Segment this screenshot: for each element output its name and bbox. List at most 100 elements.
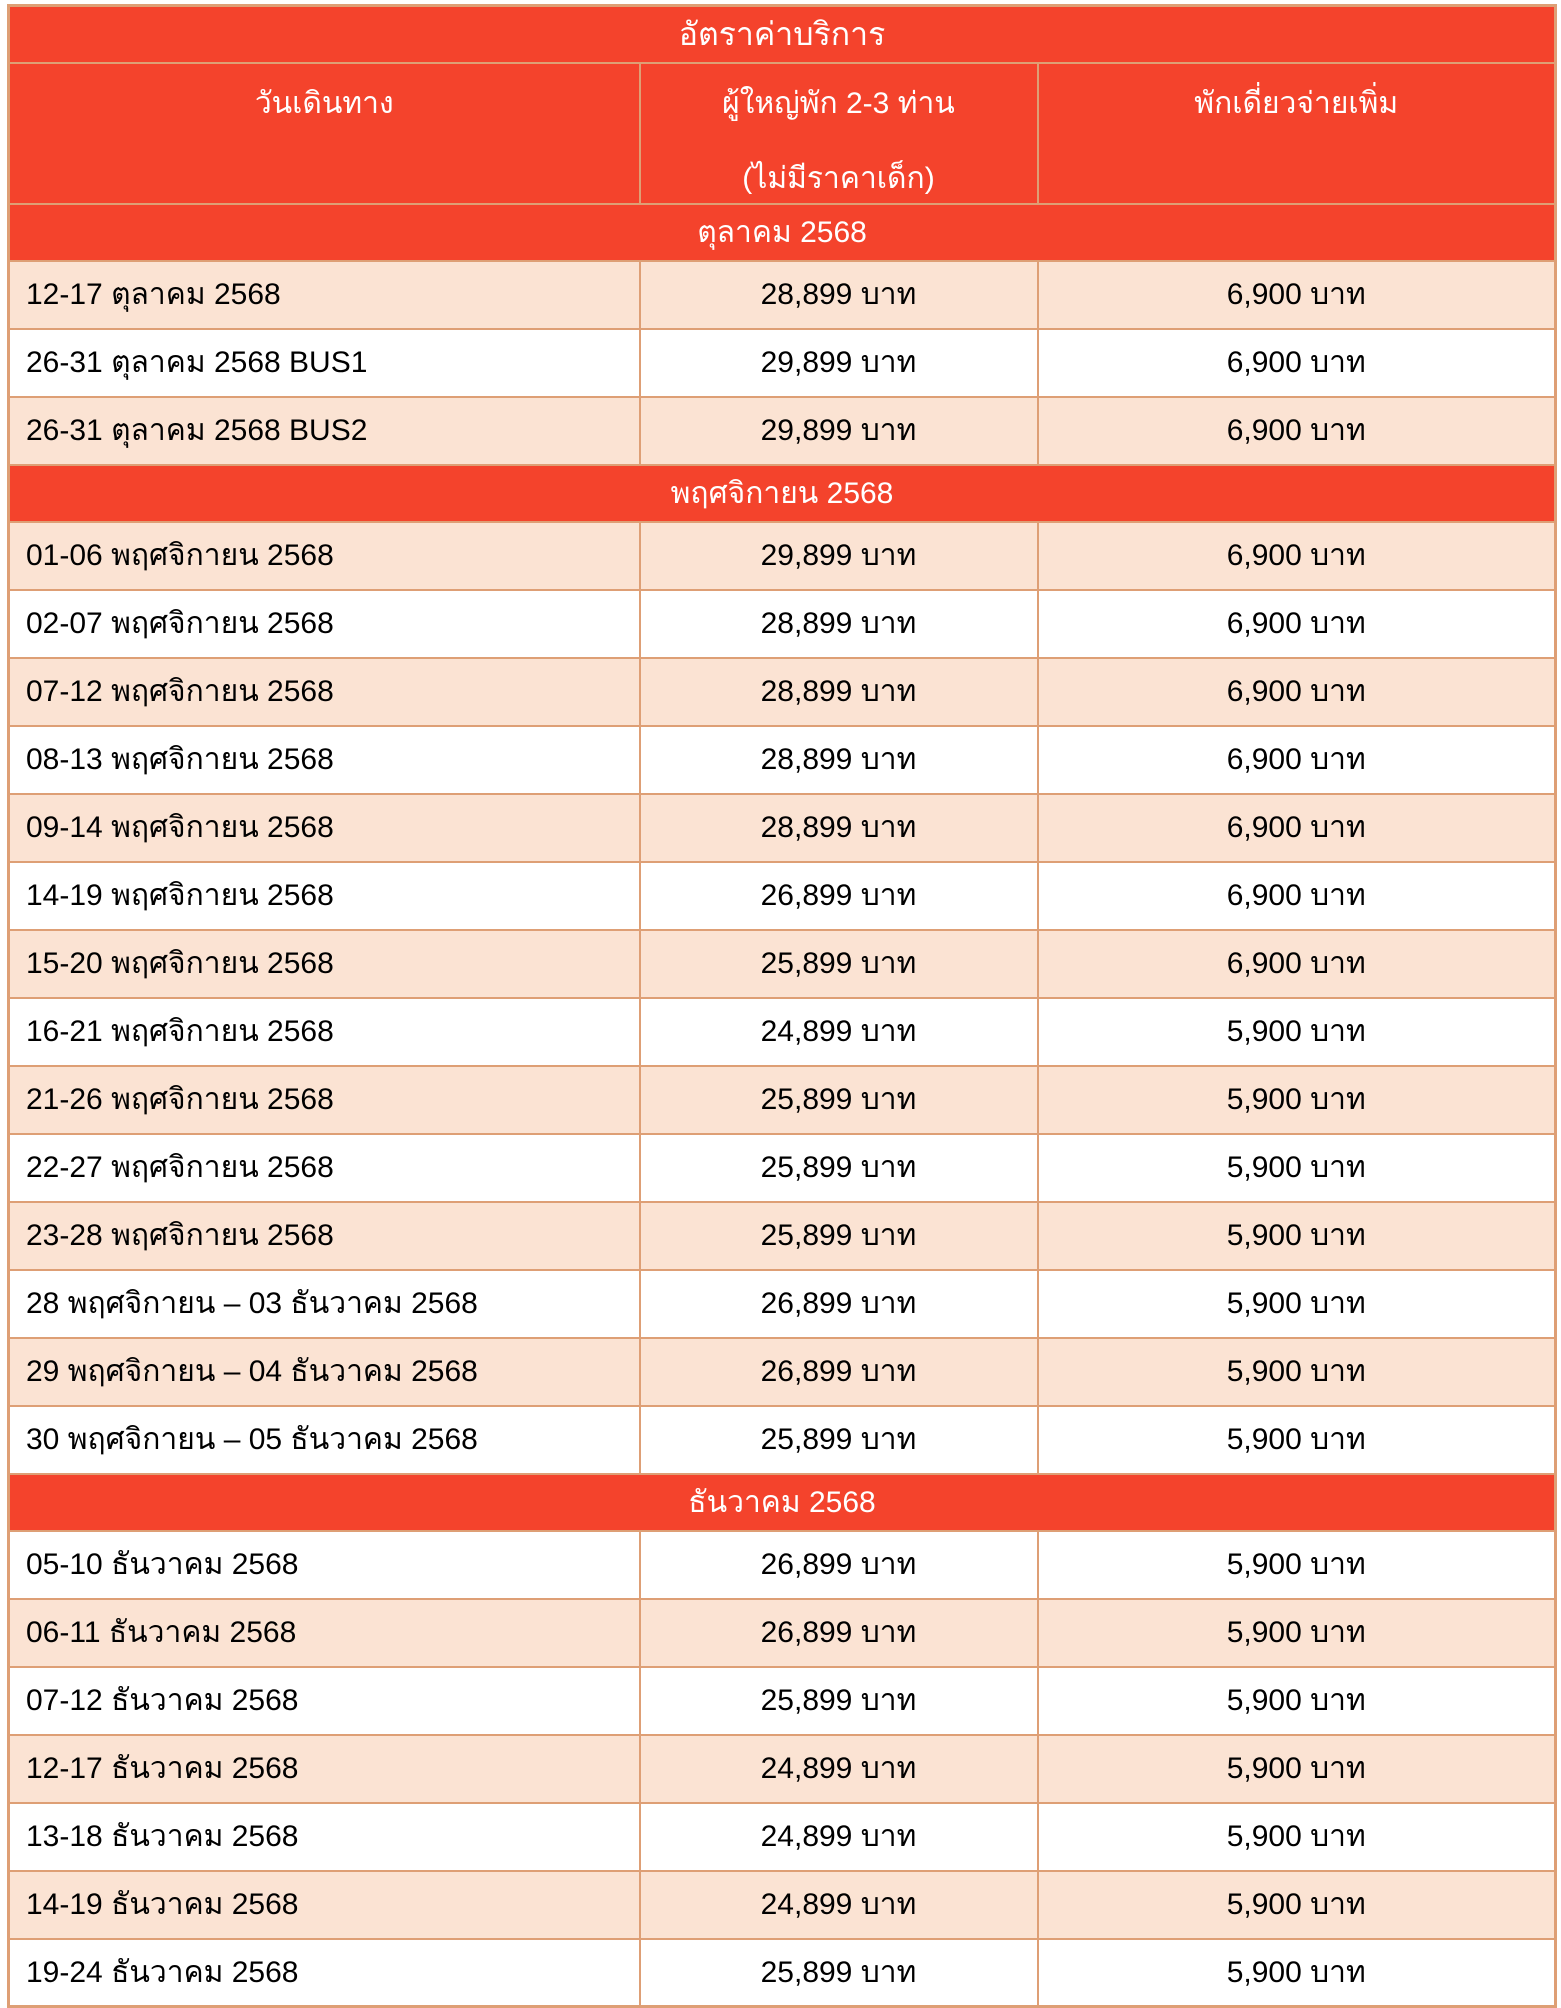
price-table-row: 06-11 ธันวาคม 2568 26,899 บาท 5,900 บาท — [7, 1597, 1557, 1668]
price-table-row: 01-06 พฤศจิกายน 2568 29,899 บาท 6,900 บา… — [7, 520, 1557, 591]
single-supplement-cell: 5,900 บาท — [1036, 1132, 1557, 1203]
month-section-header: ธันวาคม 2568 — [7, 1472, 1557, 1532]
single-supplement-cell: 6,900 บาท — [1036, 928, 1557, 999]
price-table-row: 22-27 พฤศจิกายน 2568 25,899 บาท 5,900 บา… — [7, 1132, 1557, 1203]
travel-date-cell: 23-28 พฤศจิกายน 2568 — [7, 1200, 641, 1271]
adult-price-cell: 29,899 บาท — [638, 327, 1039, 398]
travel-date-cell: 21-26 พฤศจิกายน 2568 — [7, 1064, 641, 1135]
adult-price-cell: 24,899 บาท — [638, 996, 1039, 1067]
single-supplement-cell: 5,900 บาท — [1036, 996, 1557, 1067]
travel-date-cell: 06-11 ธันวาคม 2568 — [7, 1597, 641, 1668]
adult-price-cell: 26,899 บาท — [638, 1336, 1039, 1407]
price-table-row: 12-17 ธันวาคม 2568 24,899 บาท 5,900 บาท — [7, 1733, 1557, 1804]
adult-price-cell: 25,899 บาท — [638, 928, 1039, 999]
price-table-row: 28 พฤศจิกายน – 03 ธันวาคม 2568 26,899 บา… — [7, 1268, 1557, 1339]
month-section-header-row: ตุลาคม 2568 — [7, 202, 1557, 262]
month-section-header-row: ธันวาคม 2568 — [7, 1472, 1557, 1532]
column-header-adult-price-line2: (ไม่มีราคาเด็ก) — [742, 161, 935, 195]
adult-price-cell: 24,899 บาท — [638, 1801, 1039, 1872]
single-supplement-cell: 6,900 บาท — [1036, 724, 1557, 795]
month-section-header: ตุลาคม 2568 — [7, 202, 1557, 262]
adult-price-cell: 29,899 บาท — [638, 395, 1039, 466]
adult-price-cell: 25,899 บาท — [638, 1404, 1039, 1475]
adult-price-cell: 25,899 บาท — [638, 1665, 1039, 1736]
adult-price-cell: 28,899 บาท — [638, 656, 1039, 727]
price-table-row: 02-07 พฤศจิกายน 2568 28,899 บาท 6,900 บา… — [7, 588, 1557, 659]
single-supplement-cell: 6,900 บาท — [1036, 395, 1557, 466]
travel-date-cell: 05-10 ธันวาคม 2568 — [7, 1529, 641, 1600]
travel-date-cell: 01-06 พฤศจิกายน 2568 — [7, 520, 641, 591]
single-supplement-cell: 5,900 บาท — [1036, 1801, 1557, 1872]
travel-date-cell: 09-14 พฤศจิกายน 2568 — [7, 792, 641, 863]
travel-date-cell: 15-20 พฤศจิกายน 2568 — [7, 928, 641, 999]
column-header-travel-date-label: วันเดินทาง — [254, 86, 394, 120]
price-table-row: 16-21 พฤศจิกายน 2568 24,899 บาท 5,900 บา… — [7, 996, 1557, 1067]
single-supplement-cell: 6,900 บาท — [1036, 588, 1557, 659]
travel-date-cell: 07-12 พฤศจิกายน 2568 — [7, 656, 641, 727]
price-table-row: 23-28 พฤศจิกายน 2568 25,899 บาท 5,900 บา… — [7, 1200, 1557, 1271]
single-supplement-cell: 5,900 บาท — [1036, 1268, 1557, 1339]
travel-date-cell: 22-27 พฤศจิกายน 2568 — [7, 1132, 641, 1203]
adult-price-cell: 25,899 บาท — [638, 1064, 1039, 1135]
travel-date-cell: 14-19 ธันวาคม 2568 — [7, 1869, 641, 1940]
column-header-travel-date: วันเดินทาง — [7, 61, 641, 205]
price-table-row: 08-13 พฤศจิกายน 2568 28,899 บาท 6,900 บา… — [7, 724, 1557, 795]
price-table-row: 19-24 ธันวาคม 2568 25,899 บาท 5,900 บาท — [7, 1937, 1557, 2008]
adult-price-cell: 28,899 บาท — [638, 724, 1039, 795]
travel-date-cell: 29 พฤศจิกายน – 04 ธันวาคม 2568 — [7, 1336, 641, 1407]
adult-price-cell: 24,899 บาท — [638, 1733, 1039, 1804]
travel-date-cell: 30 พฤศจิกายน – 05 ธันวาคม 2568 — [7, 1404, 641, 1475]
single-supplement-cell: 5,900 บาท — [1036, 1869, 1557, 1940]
travel-date-cell: 16-21 พฤศจิกายน 2568 — [7, 996, 641, 1067]
travel-date-cell: 02-07 พฤศจิกายน 2568 — [7, 588, 641, 659]
adult-price-cell: 28,899 บาท — [638, 792, 1039, 863]
travel-date-cell: 19-24 ธันวาคม 2568 — [7, 1937, 641, 2008]
single-supplement-cell: 5,900 บาท — [1036, 1597, 1557, 1668]
price-table: อัตราค่าบริการ วันเดินทาง ผู้ใหญ่พัก 2-3… — [7, 4, 1558, 2008]
adult-price-cell: 26,899 บาท — [638, 860, 1039, 931]
single-supplement-cell: 5,900 บาท — [1036, 1404, 1557, 1475]
price-table-row: 07-12 ธันวาคม 2568 25,899 บาท 5,900 บาท — [7, 1665, 1557, 1736]
travel-date-cell: 26-31 ตุลาคม 2568 BUS2 — [7, 395, 641, 466]
price-table-row: 26-31 ตุลาคม 2568 BUS2 29,899 บาท 6,900 … — [7, 395, 1557, 466]
adult-price-cell: 28,899 บาท — [638, 588, 1039, 659]
single-supplement-cell: 6,900 บาท — [1036, 327, 1557, 398]
price-table-row: 09-14 พฤศจิกายน 2568 28,899 บาท 6,900 บา… — [7, 792, 1557, 863]
price-table-row: 05-10 ธันวาคม 2568 26,899 บาท 5,900 บาท — [7, 1529, 1557, 1600]
travel-date-cell: 07-12 ธันวาคม 2568 — [7, 1665, 641, 1736]
single-supplement-cell: 6,900 บาท — [1036, 520, 1557, 591]
single-supplement-cell: 5,900 บาท — [1036, 1937, 1557, 2008]
travel-date-cell: 08-13 พฤศจิกายน 2568 — [7, 724, 641, 795]
price-table-row: 15-20 พฤศจิกายน 2568 25,899 บาท 6,900 บา… — [7, 928, 1557, 999]
adult-price-cell: 26,899 บาท — [638, 1268, 1039, 1339]
adult-price-cell: 24,899 บาท — [638, 1869, 1039, 1940]
travel-date-cell: 26-31 ตุลาคม 2568 BUS1 — [7, 327, 641, 398]
single-supplement-cell: 5,900 บาท — [1036, 1200, 1557, 1271]
single-supplement-cell: 5,900 บาท — [1036, 1733, 1557, 1804]
single-supplement-cell: 6,900 บาท — [1036, 259, 1557, 330]
single-supplement-cell: 5,900 บาท — [1036, 1064, 1557, 1135]
column-header-row: วันเดินทาง ผู้ใหญ่พัก 2-3 ท่าน (ไม่มีราค… — [7, 61, 1557, 205]
single-supplement-cell: 5,900 บาท — [1036, 1529, 1557, 1600]
price-table-row: 12-17 ตุลาคม 2568 28,899 บาท 6,900 บาท — [7, 259, 1557, 330]
single-supplement-cell: 5,900 บาท — [1036, 1336, 1557, 1407]
adult-price-cell: 26,899 บาท — [638, 1529, 1039, 1600]
adult-price-cell: 29,899 บาท — [638, 520, 1039, 591]
travel-date-cell: 14-19 พฤศจิกายน 2568 — [7, 860, 641, 931]
travel-date-cell: 28 พฤศจิกายน – 03 ธันวาคม 2568 — [7, 1268, 641, 1339]
table-title-row: อัตราค่าบริการ — [7, 4, 1557, 64]
single-supplement-cell: 6,900 บาท — [1036, 860, 1557, 931]
month-section-header: พฤศจิกายน 2568 — [7, 463, 1557, 523]
adult-price-cell: 25,899 บาท — [638, 1132, 1039, 1203]
single-supplement-cell: 5,900 บาท — [1036, 1665, 1557, 1736]
column-header-adult-price: ผู้ใหญ่พัก 2-3 ท่าน (ไม่มีราคาเด็ก) — [638, 61, 1039, 205]
adult-price-cell: 26,899 บาท — [638, 1597, 1039, 1668]
month-section-header-row: พฤศจิกายน 2568 — [7, 463, 1557, 523]
travel-date-cell: 12-17 ตุลาคม 2568 — [7, 259, 641, 330]
travel-date-cell: 12-17 ธันวาคม 2568 — [7, 1733, 641, 1804]
column-header-single-supplement-label: พักเดี่ยวจ่ายเพิ่ม — [1194, 86, 1399, 120]
price-table-row: 13-18 ธันวาคม 2568 24,899 บาท 5,900 บาท — [7, 1801, 1557, 1872]
adult-price-cell: 28,899 บาท — [638, 259, 1039, 330]
price-table-row: 30 พฤศจิกายน – 05 ธันวาคม 2568 25,899 บา… — [7, 1404, 1557, 1475]
price-table-row: 21-26 พฤศจิกายน 2568 25,899 บาท 5,900 บา… — [7, 1064, 1557, 1135]
